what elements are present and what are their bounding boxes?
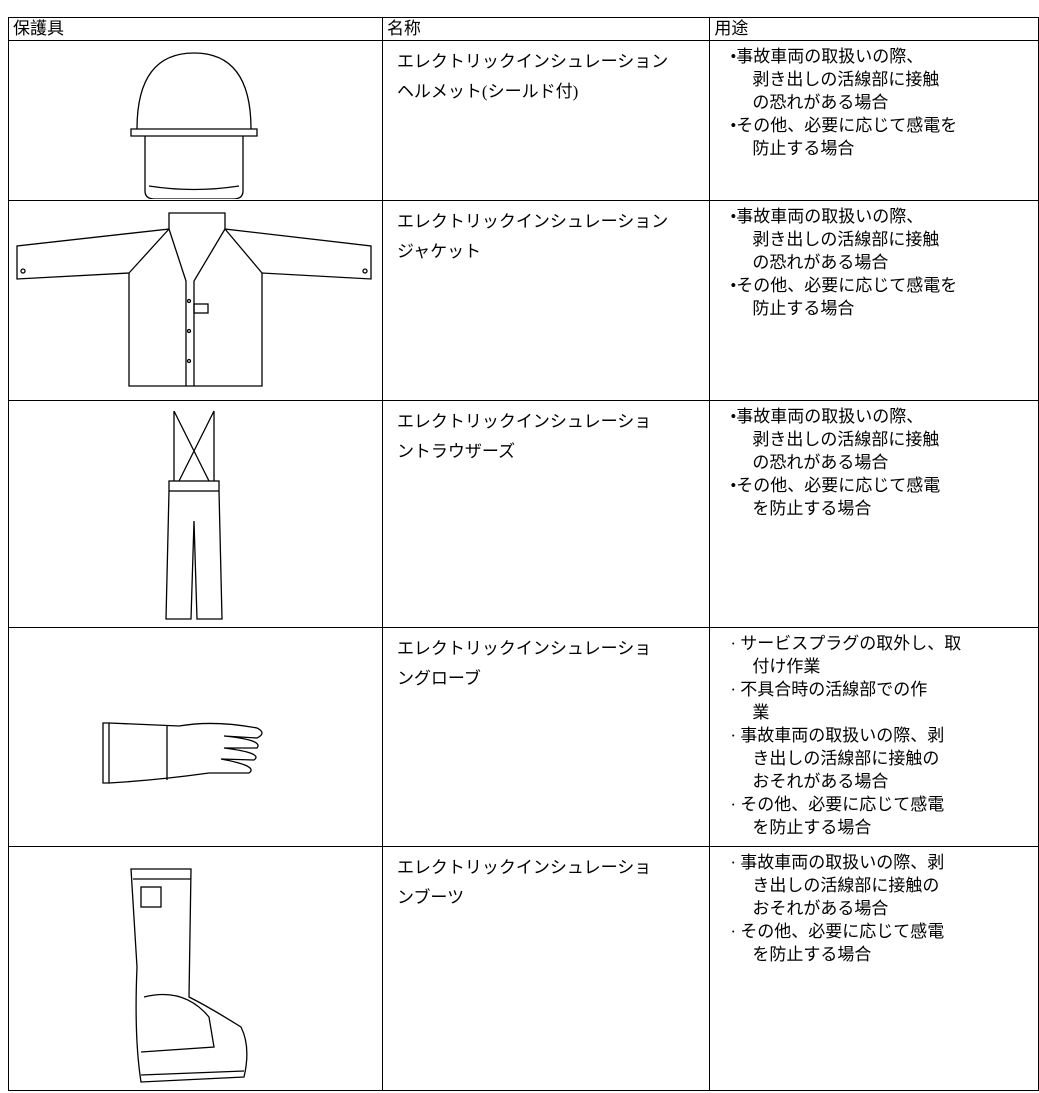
- usage-line: の恐れがある場合: [752, 253, 889, 272]
- row: エレクトリックインシュレーション ヘルメット(シールド付) •事故車両の取扱いの際…: [8, 40, 1039, 201]
- row: エレクトリックインシュレーショ ンブーツ · 事故車両の取扱いの際、剥き出しの活線…: [8, 846, 1039, 1091]
- usage-line: · サービスプラグの取外し、取: [730, 634, 962, 653]
- name-line: エレクトリックインシュレーショ: [396, 858, 652, 877]
- protective-gear-table: 保護具 名称 用途 エレクトリックインシュレーション ヘルメット(シールド付) •…: [8, 17, 1039, 1091]
- name-line: ジャケット: [396, 242, 482, 261]
- usage-line: •事故車両の取扱いの際、: [730, 407, 924, 426]
- usage-line: を防止する場合: [752, 945, 872, 964]
- row: エレクトリックインシュレーション ジャケット •事故車両の取扱いの際、剥き出しの活…: [8, 200, 1039, 401]
- usage-line: き出しの活線部に接触の: [752, 749, 940, 768]
- name-line: エレクトリックインシュレーション: [396, 52, 669, 71]
- usage-line: •事故車両の取扱いの際、: [730, 207, 924, 226]
- usage-line: おそれがある場合: [752, 899, 889, 918]
- name-line: ンブーツ: [396, 888, 465, 907]
- usage-line: •事故車両の取扱いの際、: [730, 47, 924, 66]
- header-row: 保護具 名称 用途: [8, 17, 1039, 41]
- usage-line: 剥き出しの活線部に接触: [752, 430, 940, 449]
- usage-line: 剥き出しの活線部に接触: [752, 230, 940, 249]
- name-cell: エレクトリックインシュレーショ ントラウザーズ: [381, 400, 711, 628]
- usage-line: · 不具合時の活線部での作: [730, 680, 928, 699]
- usage-line: · 事故車両の取扱いの際、剥: [730, 726, 945, 745]
- usage-line: · 事故車両の取扱いの際、剥: [730, 853, 945, 872]
- usage-line: 剥き出しの活線部に接触: [752, 70, 940, 89]
- usage-line: •その他、必要に応じて感電: [730, 476, 941, 495]
- image-cell: [8, 200, 383, 401]
- usage-line: · その他、必要に応じて感電: [730, 795, 945, 814]
- image-cell: [8, 400, 383, 628]
- usage-line: を防止する場合: [752, 499, 872, 518]
- name-line: ントラウザーズ: [396, 442, 516, 461]
- usage-cell: •事故車両の取扱いの際、剥き出しの活線部に接触 の恐れがある場合 •その他、必要に応…: [709, 40, 1039, 201]
- usage-cell: •事故車両の取扱いの際、剥き出しの活線部に接触 の恐れがある場合 •その他、必要に応…: [709, 200, 1039, 401]
- name-cell: エレクトリックインシュレーション ジャケット: [381, 200, 711, 401]
- name-line: エレクトリックインシュレーショ: [396, 639, 652, 658]
- glove-icon: [102, 722, 263, 784]
- header-cell: 保護具: [8, 17, 383, 41]
- usage-line: の恐れがある場合: [752, 453, 889, 472]
- usage-line: 業: [752, 703, 770, 722]
- usage-cell: · サービスプラグの取外し、取付け作業 · 不具合時の活線部での作業 · 事故車両の…: [709, 627, 1039, 847]
- name-line: エレクトリックインシュレーショ: [396, 412, 652, 431]
- usage-line: を防止する場合: [752, 818, 872, 837]
- usage-line: •その他、必要に応じて感電を: [730, 276, 958, 295]
- name-line: エレクトリックインシュレーション: [396, 212, 669, 231]
- name-cell: エレクトリックインシュレーション ヘルメット(シールド付): [381, 40, 711, 201]
- usage-cell: •事故車両の取扱いの際、剥き出しの活線部に接触 の恐れがある場合 •その他、必要に応…: [709, 400, 1039, 628]
- row: エレクトリックインシュレーショ ントラウザーズ •事故車両の取扱いの際、剥き出しの…: [8, 400, 1039, 628]
- name-line: ングローブ: [396, 669, 481, 688]
- usage-line: おそれがある場合: [752, 772, 889, 791]
- usage-line: 付け作業: [752, 657, 821, 676]
- usage-line: · その他、必要に応じて感電: [730, 922, 945, 941]
- usage-line: 防止する場合: [752, 299, 855, 318]
- usage-line: •その他、必要に応じて感電を: [730, 116, 958, 135]
- row: エレクトリックインシュレーショ ングローブ · サービスプラグの取外し、取付け作業…: [8, 627, 1039, 847]
- jacket-icon: [16, 212, 372, 387]
- usage-line: の恐れがある場合: [752, 93, 889, 112]
- name-line: ヘルメット(シールド付): [396, 82, 579, 101]
- header-cell: 用途: [709, 17, 1039, 41]
- usage-line: き出しの活線部に接触の: [752, 876, 940, 895]
- name-cell: エレクトリックインシュレーショ ングローブ: [381, 627, 711, 847]
- header-cell: 名称: [381, 17, 711, 41]
- helmet-icon: [130, 52, 258, 199]
- image-cell: [8, 40, 383, 201]
- image-cell: [8, 627, 383, 847]
- usage-cell: · 事故車両の取扱いの際、剥き出しの活線部に接触の おそれがある場合 · その他、必…: [709, 846, 1039, 1091]
- image-cell: [8, 846, 383, 1091]
- name-cell: エレクトリックインシュレーショ ンブーツ: [381, 846, 711, 1091]
- boot-icon: [130, 868, 248, 1083]
- usage-line: 防止する場合: [752, 139, 855, 158]
- trousers-icon: [165, 410, 223, 620]
